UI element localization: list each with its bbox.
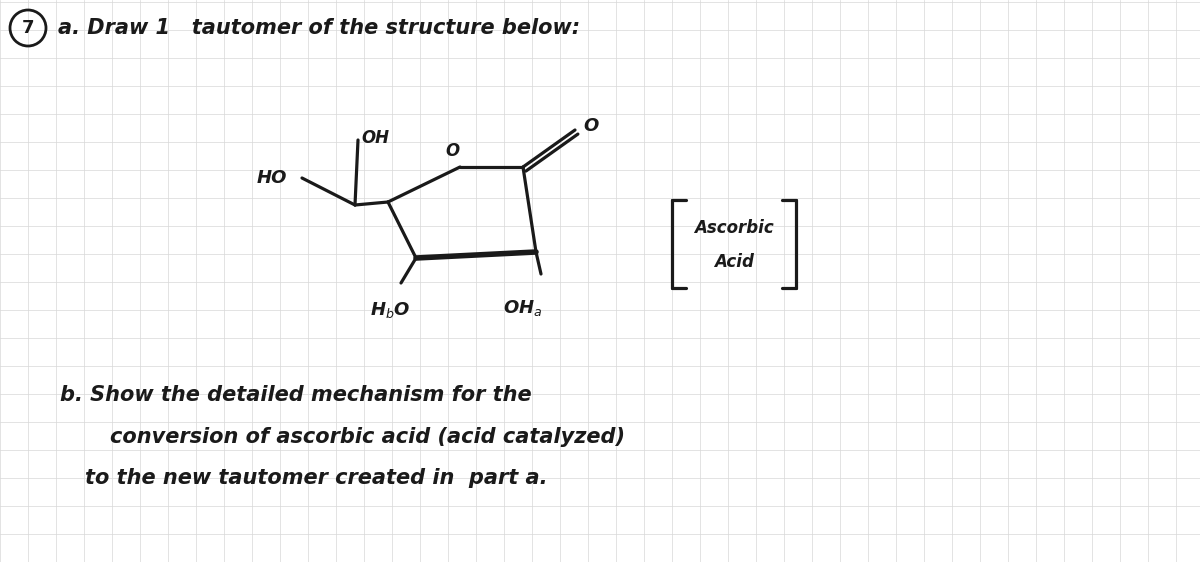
Text: O: O xyxy=(583,117,599,135)
Text: OH: OH xyxy=(361,129,389,147)
Text: a. Draw 1   tautomer of the structure below:: a. Draw 1 tautomer of the structure belo… xyxy=(58,18,580,38)
Text: HO: HO xyxy=(257,169,287,187)
Text: 7: 7 xyxy=(22,19,35,37)
Text: H$_b$O: H$_b$O xyxy=(370,300,410,320)
Text: b. Show the detailed mechanism for the: b. Show the detailed mechanism for the xyxy=(60,385,532,405)
Text: Ascorbic: Ascorbic xyxy=(694,219,774,237)
Text: Acid: Acid xyxy=(714,253,754,271)
Text: O: O xyxy=(445,142,460,160)
Text: to the new tautomer created in  part a.: to the new tautomer created in part a. xyxy=(85,468,547,488)
Text: OH$_a$: OH$_a$ xyxy=(503,298,542,318)
Text: conversion of ascorbic acid (acid catalyzed): conversion of ascorbic acid (acid cataly… xyxy=(110,427,625,447)
